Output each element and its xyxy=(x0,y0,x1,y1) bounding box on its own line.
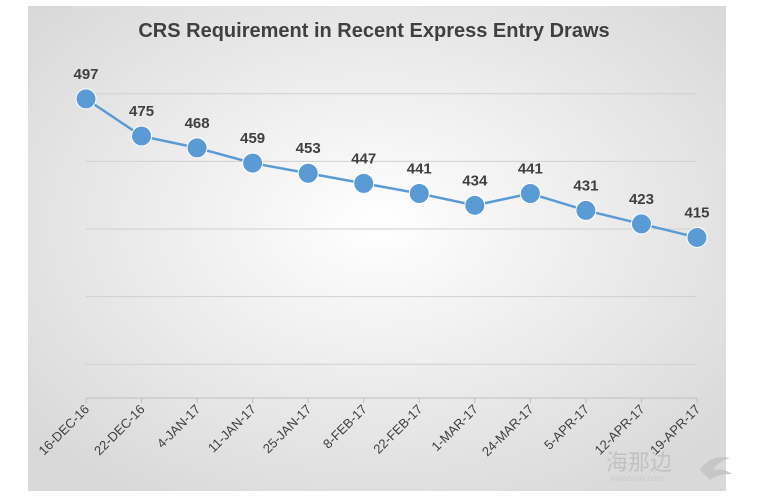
data-point-22-dec-16 xyxy=(131,125,153,147)
data-point-4-jan-17 xyxy=(186,137,208,159)
data-point-1-mar-17 xyxy=(464,194,486,216)
data-label: 434 xyxy=(462,172,488,189)
data-label: 423 xyxy=(629,191,654,208)
watermark-text: 海那边 xyxy=(606,451,672,476)
watermark-subtext: hinabian.com xyxy=(610,474,664,483)
data-label: 468 xyxy=(185,115,210,132)
data-point-24-mar-17 xyxy=(519,183,541,205)
data-point-11-jan-17 xyxy=(242,152,264,174)
data-label: 447 xyxy=(351,150,376,167)
data-point-25-jan-17 xyxy=(297,162,319,184)
series-crs-requirement xyxy=(75,88,708,248)
data-point-16-dec-16 xyxy=(75,88,97,110)
data-label: 453 xyxy=(296,140,321,157)
gridlines xyxy=(86,93,697,365)
data-label: 475 xyxy=(129,103,154,120)
data-label: 497 xyxy=(73,66,98,83)
data-point-19-apr-17 xyxy=(686,226,708,248)
chart-title: CRS Requirement in Recent Express Entry … xyxy=(138,20,609,42)
data-point-5-apr-17 xyxy=(575,199,597,221)
bird-logo-icon xyxy=(700,457,732,480)
data-point-8-feb-17 xyxy=(353,172,375,194)
watermark: 海那边 hinabian.com xyxy=(606,451,732,483)
plot-background xyxy=(28,6,726,491)
data-label: 441 xyxy=(518,161,543,178)
data-point-22-feb-17 xyxy=(408,183,430,205)
data-point-12-apr-17 xyxy=(630,213,652,235)
x-axis xyxy=(85,397,698,403)
data-label: 459 xyxy=(240,130,265,147)
data-label: 441 xyxy=(407,161,432,178)
data-label: 415 xyxy=(684,204,709,221)
data-label: 431 xyxy=(573,177,598,194)
data-labels: 497 475 468 459 453 447 441 434 441 431 423 415 xyxy=(73,66,709,222)
